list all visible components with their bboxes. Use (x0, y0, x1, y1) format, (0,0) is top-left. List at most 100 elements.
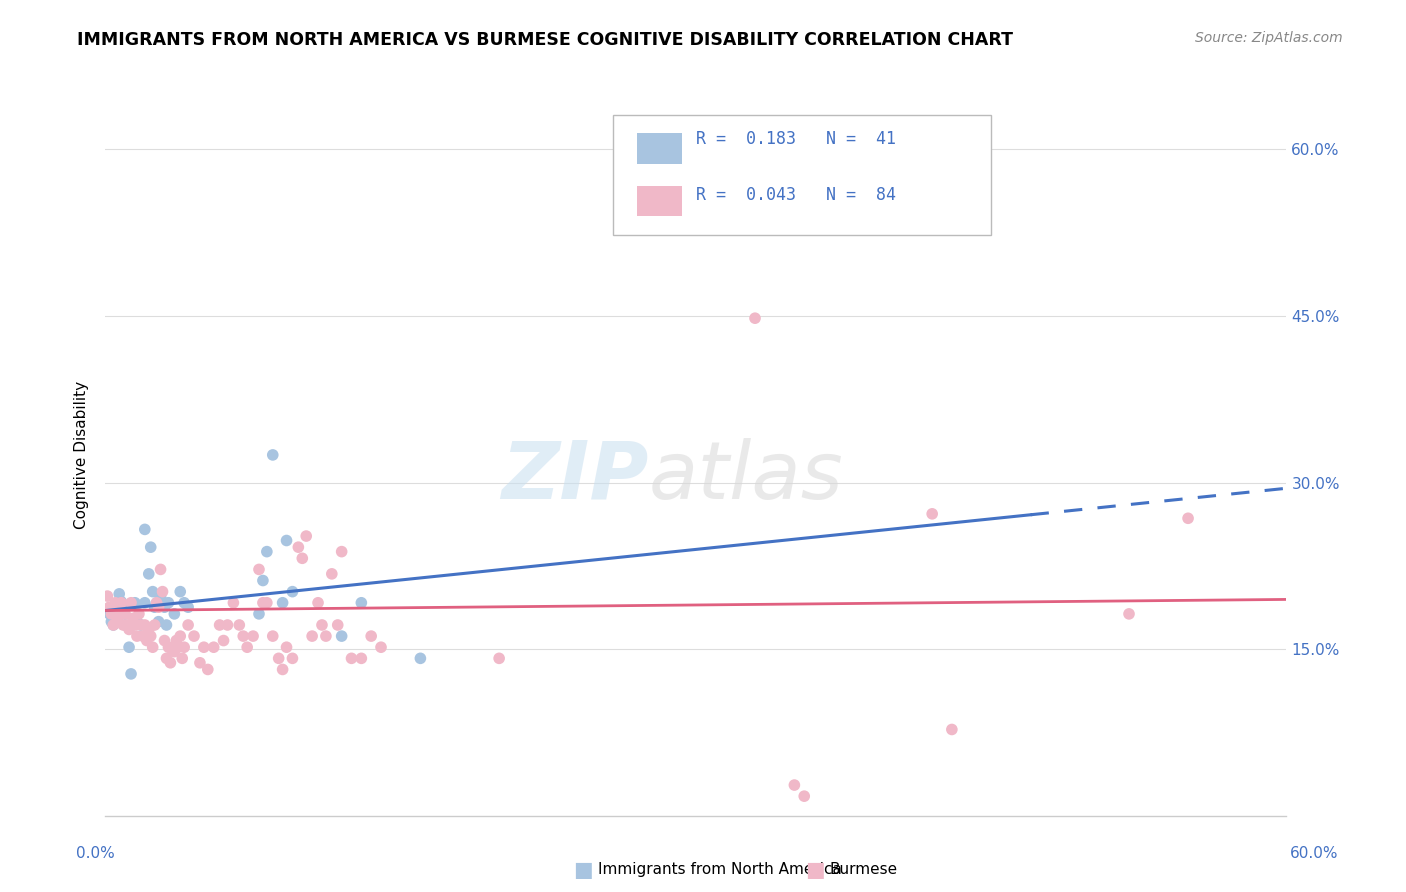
Point (155, 618, 177, 632)
Point (149, 562, 172, 576)
Point (350, 596, 373, 610)
Point (100, 607, 122, 621)
Point (120, 666, 142, 681)
Point (350, 651, 373, 665)
Point (143, 600, 166, 615)
Point (271, 663, 294, 677)
Point (307, 596, 329, 610)
Point (145, 596, 167, 610)
Point (108, 587, 131, 601)
Point (232, 629, 254, 643)
Text: Burmese: Burmese (830, 863, 897, 877)
Point (114, 600, 136, 615)
Point (287, 540, 309, 554)
Point (149, 589, 172, 603)
Point (108, 607, 131, 621)
Point (188, 656, 211, 670)
Point (360, 629, 382, 643)
Point (134, 618, 156, 632)
Point (138, 623, 160, 637)
Point (941, 723, 963, 737)
Point (142, 640, 165, 655)
Point (311, 618, 333, 632)
Point (110, 594, 132, 608)
Point (163, 645, 186, 659)
Point (145, 596, 167, 610)
Point (488, 651, 510, 665)
Point (793, 789, 815, 804)
Point (120, 596, 142, 610)
Point (291, 551, 314, 566)
Point (167, 640, 190, 655)
Point (148, 615, 170, 629)
Text: atlas: atlas (648, 438, 844, 516)
Point (271, 596, 294, 610)
Point (100, 615, 122, 629)
Point (212, 633, 235, 648)
Point (98, 607, 121, 621)
Point (301, 629, 323, 643)
Point (173, 640, 195, 655)
Text: IMMIGRANTS FROM NORTH AMERICA VS BURMESE COGNITIVE DISABILITY CORRELATION CHART: IMMIGRANTS FROM NORTH AMERICA VS BURMESE… (77, 31, 1014, 49)
Text: Source: ZipAtlas.com: Source: ZipAtlas.com (1195, 31, 1343, 45)
Point (256, 544, 278, 558)
Y-axis label: Cognitive Disability: Cognitive Disability (75, 381, 90, 529)
Point (193, 640, 215, 655)
Point (330, 544, 353, 558)
Text: 0.0%: 0.0% (76, 847, 115, 861)
Point (134, 596, 156, 610)
Point (153, 596, 176, 610)
Point (104, 598, 127, 612)
FancyBboxPatch shape (637, 186, 682, 217)
Point (783, 778, 806, 792)
Point (124, 596, 146, 610)
Point (330, 629, 353, 643)
Point (152, 584, 174, 599)
Point (183, 629, 205, 643)
Point (157, 640, 180, 655)
Point (217, 618, 239, 632)
Point (153, 600, 176, 615)
Point (122, 611, 145, 625)
Point (247, 607, 270, 621)
Point (112, 618, 135, 632)
Point (165, 633, 187, 648)
Point (105, 611, 128, 625)
Point (124, 618, 146, 632)
Point (409, 651, 432, 665)
Point (276, 640, 298, 655)
Point (222, 596, 245, 610)
Point (208, 618, 231, 632)
Point (236, 640, 259, 655)
Point (142, 584, 165, 599)
Point (252, 596, 274, 610)
Point (177, 618, 200, 632)
Point (139, 629, 162, 643)
Point (1118, 607, 1140, 621)
Text: ZIP: ZIP (502, 438, 648, 516)
Point (242, 629, 264, 643)
Point (104, 596, 127, 610)
Point (139, 540, 162, 554)
Point (103, 618, 125, 632)
Point (321, 566, 343, 581)
Point (135, 633, 157, 648)
Point (173, 596, 195, 610)
Point (267, 651, 290, 665)
Point (125, 629, 148, 643)
Point (153, 633, 176, 648)
Point (262, 448, 284, 462)
Text: R =  0.043   N =  84: R = 0.043 N = 84 (696, 186, 896, 203)
Point (115, 618, 138, 632)
Point (281, 651, 304, 665)
Point (340, 651, 363, 665)
Point (118, 623, 141, 637)
Point (125, 615, 148, 629)
Point (132, 629, 155, 643)
Point (118, 640, 141, 655)
Point (326, 618, 349, 632)
Point (148, 600, 170, 615)
Text: ■: ■ (574, 860, 593, 880)
Point (202, 640, 225, 655)
Point (114, 618, 136, 632)
